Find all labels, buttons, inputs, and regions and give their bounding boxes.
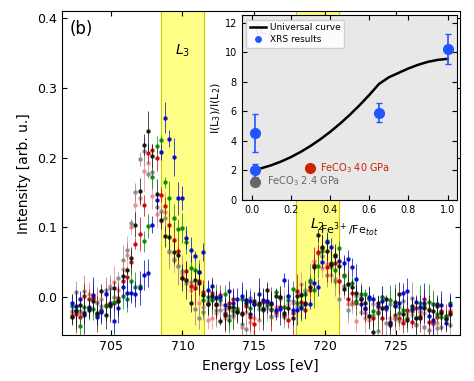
Text: FeCO$_3$ 40 GPa: FeCO$_3$ 40 GPa bbox=[320, 161, 390, 175]
Universal curve bbox=[249, 168, 255, 173]
Universal curve bbox=[327, 130, 333, 134]
Universal curve bbox=[366, 93, 372, 98]
X-axis label: Energy Loss [eV]: Energy Loss [eV] bbox=[202, 359, 319, 373]
Universal curve bbox=[406, 66, 411, 71]
X-axis label: Fe$^{3+}$/Fe$_{tot}$: Fe$^{3+}$/Fe$_{tot}$ bbox=[320, 221, 379, 239]
Text: $L_3$: $L_3$ bbox=[175, 43, 190, 59]
Bar bbox=[161, 0, 204, 335]
Universal curve bbox=[356, 103, 362, 108]
Universal curve bbox=[288, 155, 293, 159]
Universal curve bbox=[268, 163, 274, 168]
Universal curve bbox=[317, 137, 323, 142]
Universal curve bbox=[435, 58, 441, 62]
Universal curve bbox=[386, 75, 392, 80]
Universal curve bbox=[376, 82, 382, 86]
Y-axis label: I(L$_3$)/I(L$_2$): I(L$_3$)/I(L$_2$) bbox=[210, 82, 223, 134]
Universal curve bbox=[425, 59, 431, 64]
Text: (c): (c) bbox=[255, 22, 273, 37]
Universal curve bbox=[396, 70, 401, 75]
Bar bbox=[161, 11, 204, 335]
Text: $L_2$: $L_2$ bbox=[310, 217, 325, 233]
Text: FeCO$_3$ 2.4 GPa: FeCO$_3$ 2.4 GPa bbox=[267, 174, 340, 189]
Universal curve bbox=[415, 62, 421, 67]
Text: (b): (b) bbox=[70, 19, 93, 37]
Y-axis label: Intensity [arb. u.]: Intensity [arb. u.] bbox=[17, 113, 31, 234]
Universal curve bbox=[347, 113, 353, 117]
Universal curve bbox=[445, 56, 450, 61]
Universal curve bbox=[258, 166, 264, 171]
Bar bbox=[296, 0, 339, 335]
Universal curve bbox=[278, 159, 284, 164]
Universal curve bbox=[298, 150, 303, 154]
Legend: Universal curve, XRS results: Universal curve, XRS results bbox=[246, 20, 344, 48]
Bar bbox=[296, 11, 339, 335]
Line: Universal curve: Universal curve bbox=[252, 59, 447, 170]
Universal curve bbox=[308, 144, 313, 148]
Universal curve bbox=[337, 122, 343, 126]
